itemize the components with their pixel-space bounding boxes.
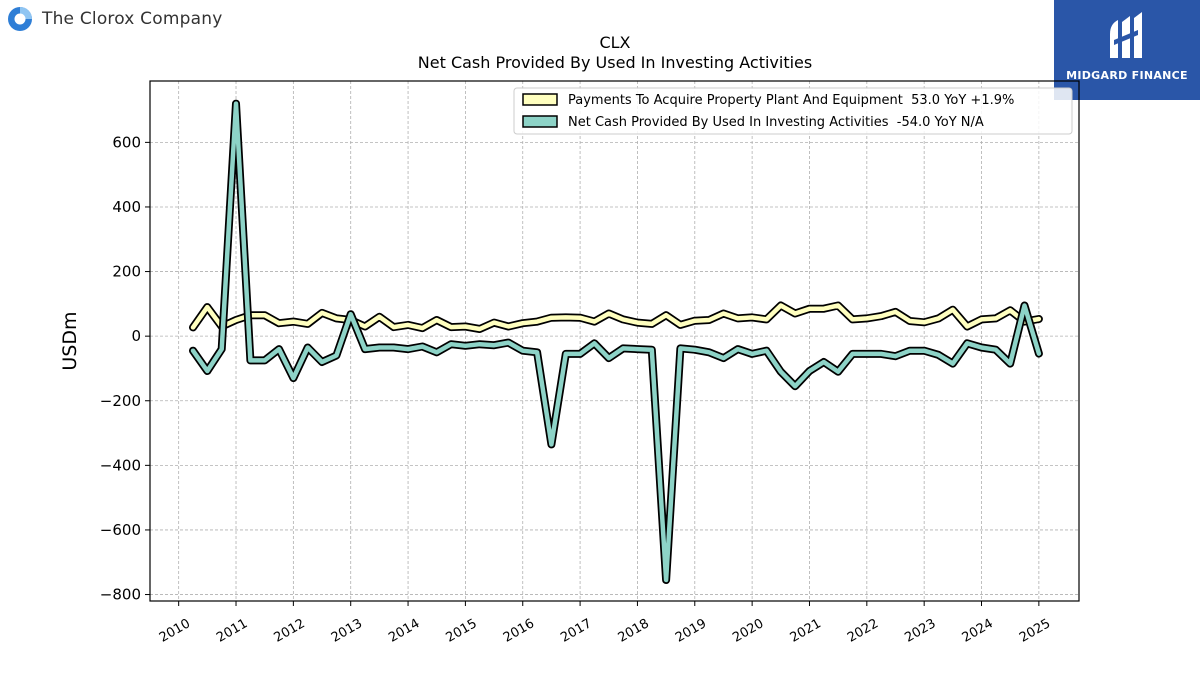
chart-title: CLX <box>599 33 630 52</box>
x-tick-label: 2022 <box>845 616 881 646</box>
x-tick-label: 2025 <box>1017 616 1053 646</box>
x-tick-label: 2020 <box>730 616 766 646</box>
legend: Payments To Acquire Property Plant And E… <box>513 87 1073 135</box>
series-layer <box>189 99 1043 584</box>
legend-label-capex: Payments To Acquire Property Plant And E… <box>568 93 1014 108</box>
y-tick-label: −200 <box>100 392 141 410</box>
company-name: The Clorox Company <box>42 9 223 29</box>
x-tick-label: 2015 <box>444 616 480 646</box>
series-line-0 <box>190 303 1042 332</box>
midgard-finance-badge: MIDGARD FINANCE <box>1054 0 1200 100</box>
x-axis: 2010 2011 2012 2013 2014 2015 2016 2017 2018 2019… <box>157 601 1053 646</box>
clorox-logo-icon <box>8 7 32 31</box>
y-axis: −800 −600 −400 −200 0 200 400 600 <box>100 133 150 604</box>
y-tick-label: 0 <box>131 327 141 345</box>
legend-swatch-capex <box>522 93 558 106</box>
x-tick-label: 2011 <box>214 616 250 646</box>
y-tick-label: 200 <box>112 263 141 281</box>
grid <box>150 81 1079 601</box>
plot-area-frame <box>149 80 1080 602</box>
x-tick-label: 2024 <box>960 616 996 646</box>
legend-frame <box>513 87 1073 135</box>
series-outline-1 <box>189 99 1043 584</box>
y-tick-label: −600 <box>100 521 141 539</box>
x-tick-label: 2017 <box>558 616 594 646</box>
x-tick-label: 2010 <box>157 616 193 646</box>
x-tick-label: 2012 <box>272 616 308 646</box>
midgard-finance-label: MIDGARD FINANCE <box>1066 69 1188 82</box>
series-line-1 <box>190 101 1042 583</box>
x-tick-label: 2016 <box>501 616 537 646</box>
midgard-logo-icon <box>1110 12 1142 58</box>
x-tick-label: 2014 <box>386 616 422 646</box>
x-tick-label: 2013 <box>329 616 365 646</box>
y-tick-label: 600 <box>112 133 141 151</box>
y-axis-label: USDm <box>59 311 81 370</box>
x-tick-label: 2021 <box>788 616 824 646</box>
y-tick-label: −400 <box>100 456 141 474</box>
legend-label-investing: Net Cash Provided By Used In Investing A… <box>568 115 984 130</box>
y-tick-label: −800 <box>100 586 141 604</box>
y-tick-label: 400 <box>112 198 141 216</box>
x-tick-label: 2018 <box>616 616 652 646</box>
x-tick-label: 2023 <box>902 616 938 646</box>
legend-swatch-investing <box>522 115 558 128</box>
chart-subtitle: Net Cash Provided By Used In Investing A… <box>418 53 812 72</box>
x-tick-label: 2019 <box>673 616 709 646</box>
company-brand: The Clorox Company <box>6 4 222 34</box>
